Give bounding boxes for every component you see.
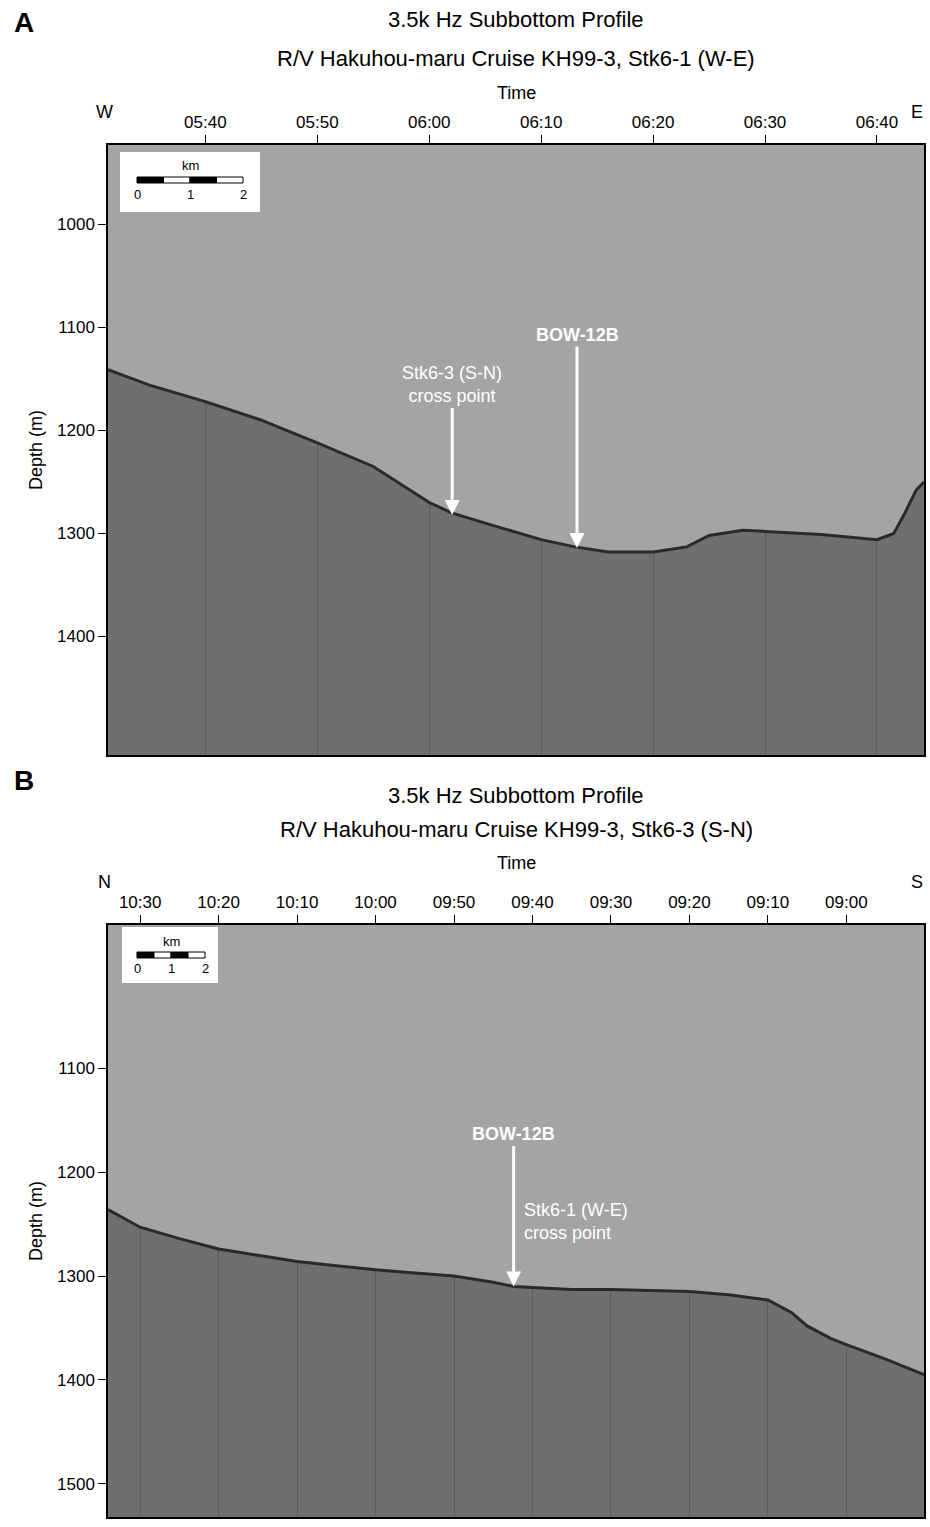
svg-text:09:10: 09:10 — [747, 893, 790, 912]
svg-text:S: S — [911, 872, 923, 892]
svg-text:Stk6-1 (W-E)cross point: Stk6-1 (W-E)cross point — [524, 1200, 628, 1243]
svg-text:1500: 1500 — [57, 1475, 95, 1494]
svg-text:1100: 1100 — [58, 1059, 95, 1078]
svg-text:W: W — [96, 102, 113, 122]
svg-text:Time: Time — [497, 83, 536, 103]
svg-text:1000: 1000 — [57, 215, 95, 234]
svg-text:06:30: 06:30 — [744, 113, 787, 132]
svg-text:09:00: 09:00 — [825, 893, 868, 912]
svg-text:1300: 1300 — [57, 1267, 95, 1286]
svg-text:B: B — [14, 765, 34, 796]
svg-text:10:10: 10:10 — [276, 893, 319, 912]
svg-text:BOW-12B: BOW-12B — [472, 1124, 555, 1144]
svg-text:06:10: 06:10 — [520, 113, 563, 132]
svg-text:05:50: 05:50 — [296, 113, 339, 132]
svg-text:1100: 1100 — [58, 318, 95, 337]
svg-text:E: E — [911, 102, 923, 122]
svg-text:1400: 1400 — [57, 627, 95, 646]
svg-text:05:40: 05:40 — [184, 113, 227, 132]
svg-text:1: 1 — [168, 961, 175, 976]
svg-text:R/V Hakuhou-maru Cruise KH99-3: R/V Hakuhou-maru Cruise KH99-3, Stk6-3 (… — [280, 817, 753, 842]
svg-text:09:30: 09:30 — [590, 893, 633, 912]
svg-text:1300: 1300 — [57, 524, 95, 543]
svg-text:0: 0 — [134, 187, 141, 202]
svg-text:10:20: 10:20 — [197, 893, 240, 912]
svg-text:06:20: 06:20 — [632, 113, 675, 132]
svg-text:06:00: 06:00 — [408, 113, 451, 132]
svg-text:09:50: 09:50 — [433, 893, 476, 912]
svg-text:1200: 1200 — [57, 1163, 95, 1182]
svg-text:2: 2 — [240, 187, 247, 202]
svg-text:Time: Time — [497, 853, 536, 873]
svg-text:1200: 1200 — [57, 421, 95, 440]
svg-text:10:30: 10:30 — [119, 893, 162, 912]
svg-text:Stk6-3 (S-N)cross point: Stk6-3 (S-N)cross point — [402, 363, 502, 406]
svg-text:0: 0 — [134, 961, 141, 976]
svg-text:A: A — [14, 7, 34, 38]
svg-text:09:20: 09:20 — [668, 893, 711, 912]
svg-text:Depth (m): Depth (m) — [26, 410, 46, 490]
svg-text:06:40: 06:40 — [856, 113, 899, 132]
svg-text:1400: 1400 — [57, 1371, 95, 1390]
svg-text:BOW-12B: BOW-12B — [536, 325, 619, 345]
svg-text:km: km — [163, 934, 180, 949]
svg-text:km: km — [182, 158, 199, 173]
svg-text:Depth (m): Depth (m) — [26, 1181, 46, 1261]
svg-text:N: N — [98, 872, 111, 892]
svg-text:09:40: 09:40 — [511, 893, 554, 912]
svg-text:3.5k Hz Subbottom Profile: 3.5k Hz Subbottom Profile — [388, 783, 644, 808]
svg-text:10:00: 10:00 — [354, 893, 397, 912]
svg-text:1: 1 — [187, 187, 194, 202]
svg-text:3.5k Hz Subbottom Profile: 3.5k Hz Subbottom Profile — [388, 7, 644, 32]
svg-text:R/V Hakuhou-maru Cruise KH99-3: R/V Hakuhou-maru Cruise KH99-3, Stk6-1 (… — [277, 46, 755, 71]
svg-text:2: 2 — [202, 961, 209, 976]
